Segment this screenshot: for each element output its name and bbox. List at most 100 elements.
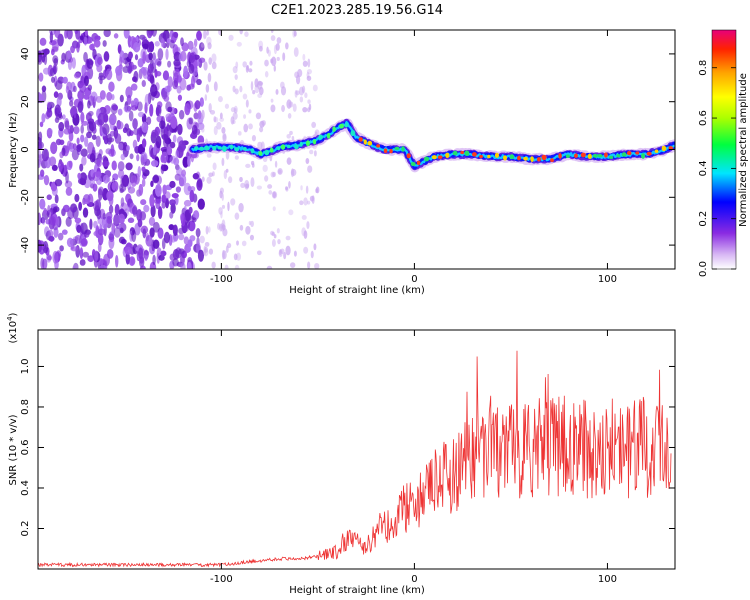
faint-noise-blob bbox=[272, 171, 277, 178]
y-tick-label: 0.6 bbox=[20, 440, 31, 456]
noise-blob bbox=[99, 264, 107, 269]
faint-noise-blob bbox=[209, 109, 216, 115]
snr-series-line bbox=[38, 350, 672, 568]
faint-noise-blob bbox=[262, 164, 268, 173]
noise-blob bbox=[159, 120, 166, 130]
colorbar-tick-label: 0.2 bbox=[698, 211, 709, 227]
noise-blob bbox=[83, 36, 88, 46]
noise-blob bbox=[58, 121, 65, 132]
noise-blob bbox=[169, 155, 177, 164]
faint-noise-blob bbox=[243, 123, 249, 133]
noise-blob bbox=[177, 123, 183, 136]
faint-noise-blob bbox=[205, 83, 210, 93]
faint-noise-blob bbox=[244, 179, 250, 190]
faint-noise-blob bbox=[234, 155, 239, 160]
faint-noise-blob bbox=[234, 88, 239, 95]
noise-blob bbox=[149, 103, 154, 117]
noise-blob bbox=[102, 40, 107, 47]
faint-noise-blob bbox=[256, 250, 262, 256]
faint-noise-blob bbox=[233, 253, 238, 261]
faint-noise-blob bbox=[288, 101, 294, 108]
signal-peak-dot bbox=[445, 152, 450, 158]
faint-noise-blob bbox=[311, 121, 317, 128]
noise-blob bbox=[177, 94, 183, 101]
signal-peak-dot bbox=[294, 144, 299, 150]
faint-noise-blob bbox=[313, 150, 317, 157]
y-tick-label: 20 bbox=[20, 95, 31, 108]
noise-blob bbox=[38, 94, 45, 104]
faint-noise-blob bbox=[272, 206, 276, 212]
noise-blob bbox=[172, 258, 179, 267]
faint-noise-blob bbox=[213, 116, 217, 123]
noise-blob bbox=[119, 56, 123, 67]
noise-blob bbox=[108, 81, 115, 92]
noise-blob bbox=[38, 72, 44, 82]
noise-blob bbox=[103, 253, 111, 267]
noise-blob bbox=[65, 171, 69, 184]
noise-blob bbox=[173, 59, 181, 67]
noise-blob bbox=[73, 126, 80, 135]
faint-noise-blob bbox=[266, 46, 269, 54]
noise-blob bbox=[97, 186, 105, 196]
noise-blob bbox=[87, 100, 91, 109]
faint-noise-blob bbox=[207, 42, 212, 50]
heatmap-y-axis-label: Frequency (Hz) bbox=[8, 112, 19, 188]
heatmap-panel: -40 -20 0 20 40 -100 0 100 Frequency (Hz) Heig… bbox=[8, 29, 676, 296]
signal-peak-dot bbox=[452, 150, 458, 156]
faint-noise-blob bbox=[219, 117, 225, 122]
noise-blob bbox=[180, 262, 186, 269]
noise-blob bbox=[72, 143, 77, 150]
x-tick-label: 100 bbox=[598, 274, 617, 285]
faint-noise-blob bbox=[256, 185, 262, 190]
faint-noise-blob bbox=[309, 195, 315, 202]
noise-blob bbox=[74, 193, 80, 203]
noise-blob bbox=[120, 153, 126, 161]
noise-blob bbox=[89, 218, 93, 230]
faint-noise-blob bbox=[206, 153, 212, 158]
faint-noise-blob bbox=[242, 61, 248, 68]
noise-blob bbox=[160, 163, 165, 175]
signal-peak-dot bbox=[423, 156, 430, 162]
heatmap-noise-blobs bbox=[38, 30, 320, 269]
noise-blob bbox=[148, 52, 153, 61]
noise-blob bbox=[96, 208, 102, 220]
faint-noise-blob bbox=[208, 102, 212, 113]
signal-peak-dot bbox=[616, 154, 621, 158]
faint-noise-blob bbox=[200, 43, 205, 48]
noise-blob bbox=[160, 250, 167, 257]
noise-blob bbox=[126, 105, 132, 112]
noise-blob bbox=[197, 177, 203, 188]
noise-blob bbox=[187, 185, 192, 192]
noise-blob bbox=[139, 256, 145, 268]
noise-blob bbox=[108, 236, 115, 249]
signal-peak-dot bbox=[530, 156, 534, 162]
noise-blob bbox=[114, 203, 120, 216]
faint-noise-blob bbox=[273, 65, 276, 72]
noise-blob bbox=[144, 93, 150, 107]
noise-blob bbox=[68, 160, 73, 168]
noise-blob bbox=[119, 94, 124, 103]
faint-noise-blob bbox=[295, 74, 301, 85]
noise-blob bbox=[186, 246, 191, 253]
faint-noise-blob bbox=[264, 59, 269, 67]
noise-blob bbox=[142, 228, 147, 239]
signal-peak-dot bbox=[494, 152, 500, 158]
noise-blob bbox=[92, 183, 98, 192]
noise-blob bbox=[59, 151, 64, 159]
y-tick-label: 0 bbox=[20, 146, 31, 152]
signal-peak-dot bbox=[654, 149, 659, 153]
noise-blob bbox=[97, 112, 106, 126]
noise-blob bbox=[161, 238, 166, 250]
noise-blob bbox=[127, 64, 133, 74]
noise-blob bbox=[56, 96, 62, 108]
faint-noise-blob bbox=[221, 157, 225, 167]
signal-peak-dot bbox=[401, 146, 405, 152]
noise-blob bbox=[152, 145, 157, 156]
faint-noise-blob bbox=[227, 201, 230, 212]
x-tick-label: 100 bbox=[598, 574, 617, 585]
faint-noise-blob bbox=[224, 264, 229, 269]
faint-noise-blob bbox=[243, 114, 247, 119]
noise-blob bbox=[137, 166, 142, 178]
noise-blob bbox=[38, 141, 44, 150]
